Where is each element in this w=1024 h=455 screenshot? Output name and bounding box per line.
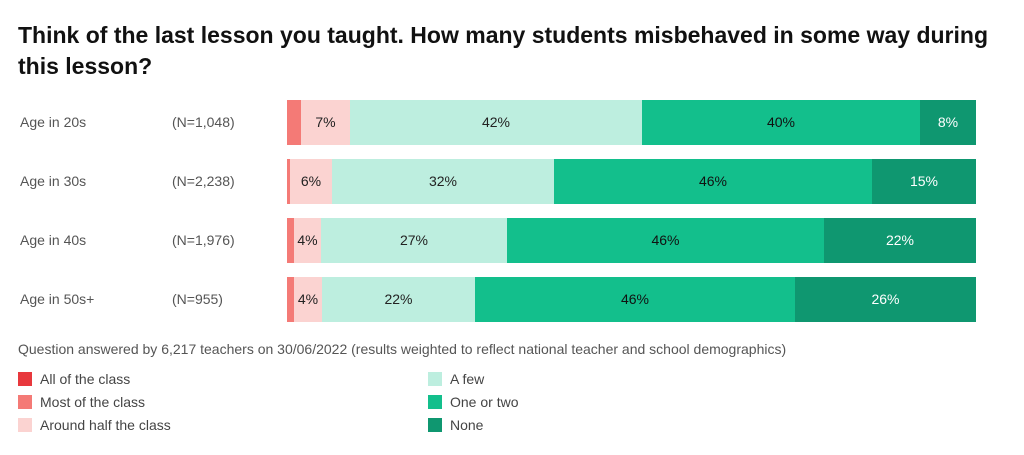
- bar-segment: [872, 159, 976, 204]
- bar-segment: [294, 218, 321, 263]
- bar-segment: [475, 277, 795, 322]
- data-label: 4%: [297, 232, 318, 248]
- row-label: Age in 20s: [20, 114, 87, 130]
- bar-segment: [294, 277, 322, 322]
- bar-segment: [287, 159, 290, 204]
- data-label: 7%: [315, 114, 336, 130]
- data-label: 27%: [399, 232, 429, 248]
- data-label: 8%: [937, 114, 959, 130]
- data-label: 6%: [300, 173, 322, 189]
- legend-swatch: [428, 395, 442, 409]
- bar-segment: [287, 100, 301, 145]
- data-label: 22%: [384, 291, 413, 307]
- bar-segment: [920, 100, 976, 145]
- legend-label: A few: [450, 371, 485, 387]
- data-label: 46%: [620, 291, 650, 307]
- row-sample-size: (N=1,976): [172, 232, 235, 248]
- bar-segment: [642, 100, 920, 145]
- data-label: 46%: [698, 173, 728, 189]
- bar-row: 4% 27% 46% 22%: [287, 218, 976, 263]
- bar-segment: [824, 218, 976, 263]
- data-label: 15%: [909, 173, 939, 189]
- legend-swatch: [18, 372, 32, 386]
- legend-swatch: [18, 395, 32, 409]
- data-label: 4%: [297, 291, 319, 307]
- legend-label: One or two: [450, 394, 519, 410]
- chart-note: Question answered by 6,217 teachers on 3…: [18, 341, 787, 357]
- bar-segment: [507, 218, 824, 263]
- bar-segment: [287, 277, 294, 322]
- row-sample-size: (N=1,048): [172, 114, 235, 130]
- bar-segment: [290, 159, 332, 204]
- bar-segment: [795, 277, 976, 322]
- data-label: 46%: [651, 232, 680, 248]
- bar-segment: [554, 159, 872, 204]
- bar-segment: [301, 100, 350, 145]
- legend-swatch: [428, 418, 442, 432]
- legend-label: Around half the class: [40, 417, 171, 433]
- row-label: Age in 50s+: [20, 291, 95, 307]
- bar-row: 7% 42% 40% 8%: [287, 100, 976, 145]
- bar-segment: [332, 159, 554, 204]
- legend-label: Most of the class: [40, 394, 146, 410]
- data-label: 26%: [871, 291, 900, 307]
- data-label: 40%: [766, 114, 796, 130]
- bar-segment: [322, 277, 475, 322]
- bar-segment: [287, 218, 294, 263]
- data-label: 42%: [481, 114, 511, 130]
- legend-swatch: [428, 372, 442, 386]
- data-label: 22%: [885, 232, 915, 248]
- row-sample-size: (N=955): [172, 291, 223, 307]
- legend-label: All of the class: [40, 371, 131, 387]
- data-label: 32%: [428, 173, 458, 189]
- bar-segment: [350, 100, 642, 145]
- chart-title: Think of the last lesson you taught. How…: [18, 22, 988, 79]
- bar-row: 4% 22% 46% 26%: [287, 277, 976, 322]
- legend-swatch: [18, 418, 32, 432]
- bar-row: 6% 32% 46% 15%: [287, 159, 976, 204]
- row-label: Age in 30s: [20, 173, 87, 189]
- row-label: Age in 40s: [20, 232, 87, 248]
- row-sample-size: (N=2,238): [172, 173, 235, 189]
- bar-segment: [321, 218, 507, 263]
- legend-label: None: [450, 417, 484, 433]
